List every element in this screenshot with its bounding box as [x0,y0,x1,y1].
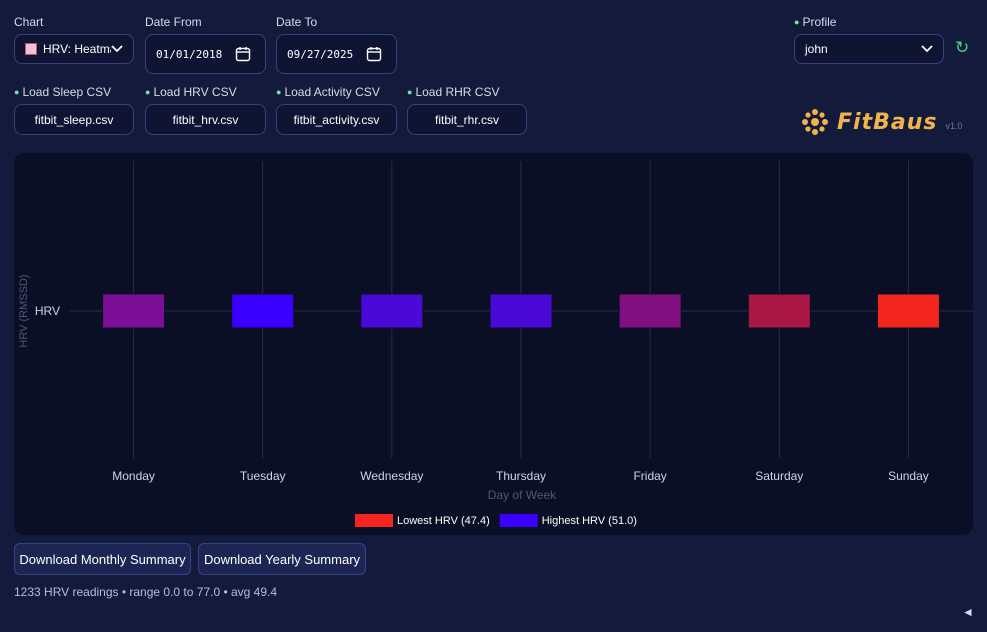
load-sleep-label: ● Load Sleep CSV [14,85,112,99]
chevron-down-icon [921,45,933,53]
heatmap-cell[interactable] [747,293,811,329]
heatmap-cell[interactable] [102,293,166,329]
brand-name: FitBaus [837,109,938,135]
x-tick-label: Thursday [496,469,546,483]
status-text: 1233 HRV readings • range 0.0 to 77.0 • … [14,585,278,599]
y-axis-label: HRV (RMSSD) [18,274,30,347]
x-tick-label: Tuesday [240,469,286,483]
date-to-input[interactable]: 09/27/2025 [276,34,397,74]
load-rhr-button[interactable]: fitbit_rhr.csv [407,104,527,135]
download-monthly-summary-button[interactable]: Download Monthly Summary [14,543,191,575]
x-tick-label: Monday [112,469,155,483]
collapse-arrow-icon[interactable]: ◄ [962,605,974,619]
status-dot-icon: ● [407,87,413,97]
load-activity-label: ● Load Activity CSV [276,85,380,99]
heatmap-icon [25,43,37,55]
chart-panel: HRV Monday Tuesday Wednesday Thursday Friday S… [14,153,973,535]
legend-swatch [499,514,538,527]
chevron-down-icon [111,45,123,53]
x-tick-label: Saturday [755,469,803,483]
calendar-icon[interactable] [235,46,251,62]
status-dot-icon: ● [794,17,800,27]
refresh-icon[interactable]: ↻ [955,38,970,57]
brand-logo: FitBaus v1.0 [800,106,962,138]
date-to-value: 09/27/2025 [287,47,354,61]
x-tick-label: Wednesday [360,469,423,483]
version-label: v1.0 [945,121,963,131]
legend-swatch [355,514,393,527]
status-dot-icon: ● [145,87,151,97]
calendar-icon[interactable] [366,46,382,62]
heatmap-cell[interactable] [876,293,940,329]
load-hrv-label: ● Load HRV CSV [145,85,237,99]
sun-logo-icon [802,109,828,135]
x-tick-label: Sunday [888,469,929,483]
hrv-heatmap-chart: HRV Monday Tuesday Wednesday Thursday Friday S… [18,161,973,527]
y-tick-label: HRV [35,304,60,318]
profile-select-value: john [805,42,828,56]
load-sleep-button[interactable]: fitbit_sleep.csv [14,104,134,135]
x-axis-label: Day of Week [488,488,557,502]
heatmap-cell[interactable] [360,293,424,329]
date-from-value: 01/01/2018 [156,47,223,61]
status-dot-icon: ● [14,87,20,97]
chart-select[interactable]: HRV: Heatma [14,34,134,64]
load-rhr-label: ● Load RHR CSV [407,85,500,99]
download-yearly-summary-button[interactable]: Download Yearly Summary [198,543,366,575]
date-from-label: Date From [145,15,202,29]
x-tick-label: Friday [633,469,666,483]
chart-label: Chart [14,15,44,29]
date-to-label: Date To [276,15,318,29]
legend-label: Lowest HRV (47.4) [397,515,490,527]
legend-label: Highest HRV (51.0) [542,515,637,527]
heatmap-cell[interactable] [231,293,295,329]
heatmap-cell[interactable] [489,293,553,329]
profile-select[interactable]: john [794,34,944,64]
profile-label: ● Profile [794,15,837,29]
chart-select-value: HRV: Heatma [43,42,111,56]
load-hrv-button[interactable]: fitbit_hrv.csv [145,104,266,135]
heatmap-cell[interactable] [618,293,682,329]
date-from-input[interactable]: 01/01/2018 [145,34,266,74]
status-dot-icon: ● [276,87,282,97]
load-activity-button[interactable]: fitbit_activity.csv [276,104,397,135]
